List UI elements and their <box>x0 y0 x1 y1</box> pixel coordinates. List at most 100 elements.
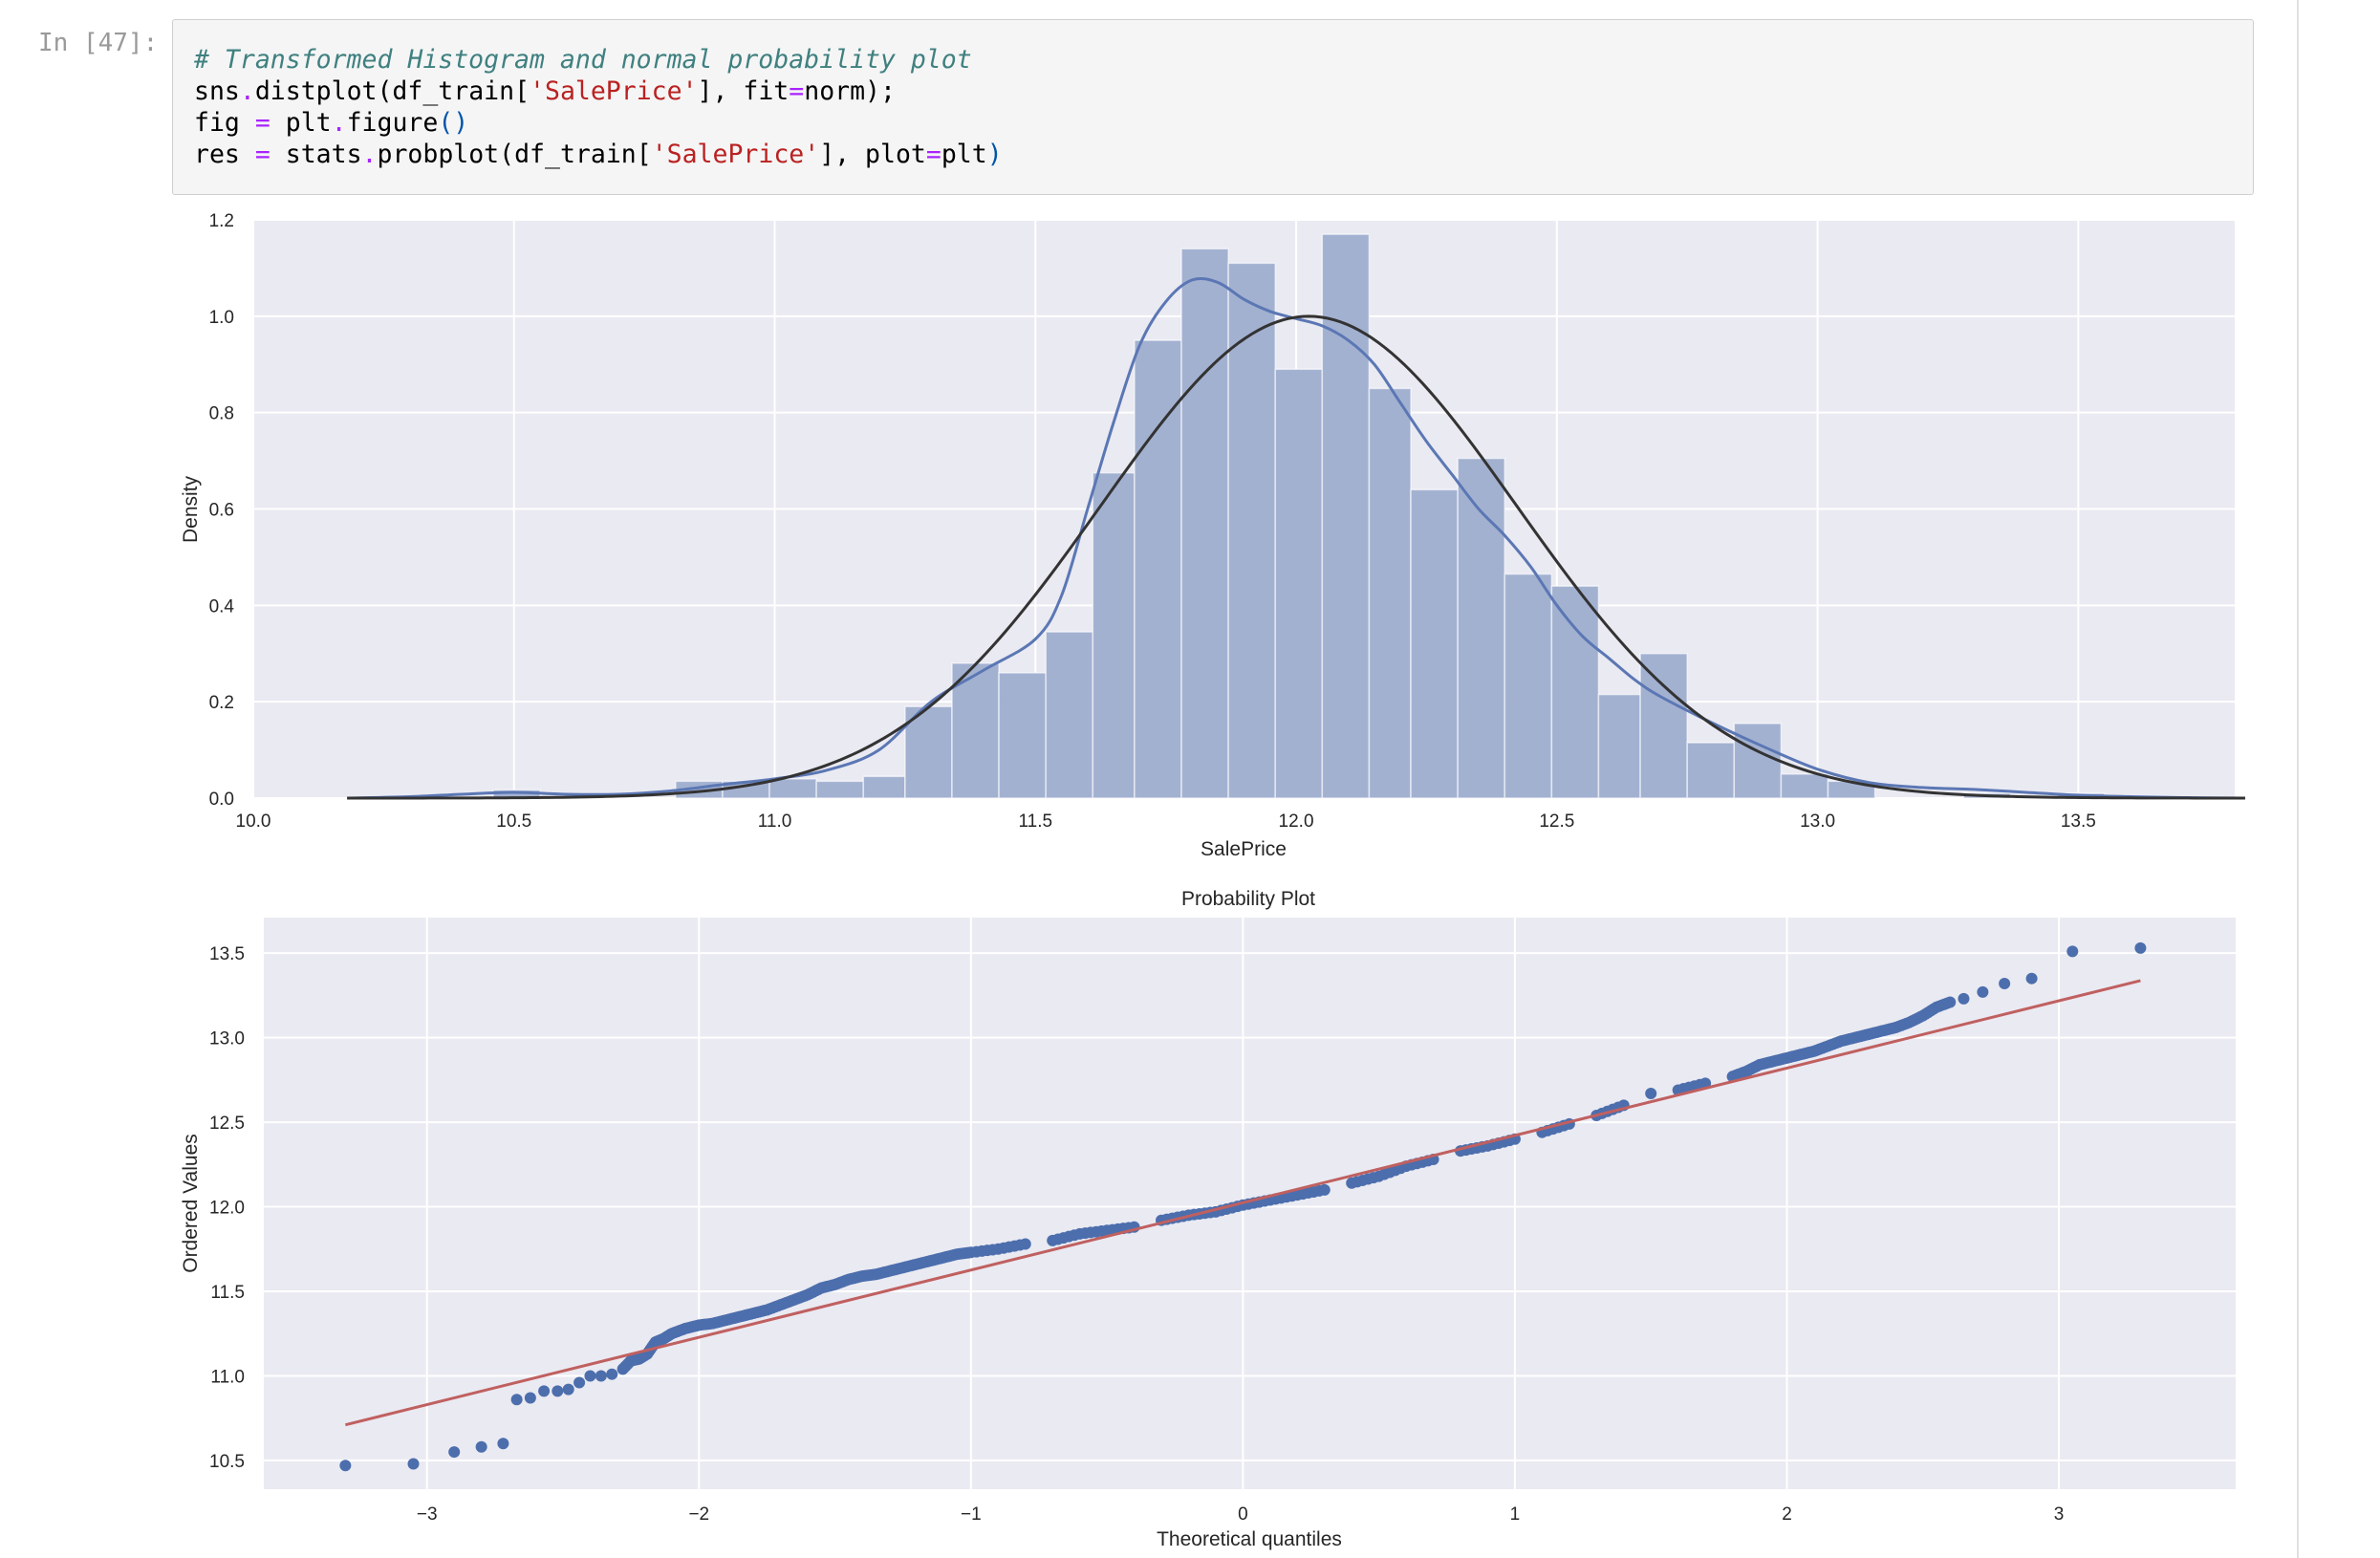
histogram-bar <box>1368 387 1412 799</box>
code-line: sns.distplot(df_train['SalePrice'], fit=… <box>194 76 896 106</box>
histogram-bar <box>951 662 1000 799</box>
probability-point <box>1019 1238 1031 1250</box>
histogram-bar <box>1733 723 1783 799</box>
probability-point <box>606 1368 618 1380</box>
histogram-bar <box>1045 631 1094 799</box>
code-token: = <box>254 140 270 169</box>
probability-y-tick-label: 12.0 <box>209 1199 245 1219</box>
histogram-y-tick-label: 0.4 <box>209 596 235 617</box>
code-token: # Transformed Histogram and normal proba… <box>194 45 972 75</box>
probability-plot-xlabel: Theoretical quantiles <box>1157 1528 1342 1550</box>
code-token: res <box>194 140 255 169</box>
code-line: fig = plt.figure() <box>194 108 468 138</box>
probability-plot-tick-labels: −3 −2 −1 0 1 2 3 10.5 11.0 11.5 12.0 12.5 13.0 13.5 <box>209 944 2064 1525</box>
code-token: . <box>361 140 378 169</box>
probability-y-tick-label: 13.5 <box>209 944 245 964</box>
code-token: 'SalePrice' <box>651 140 820 169</box>
probability-point <box>497 1438 509 1450</box>
probability-x-tick-label: −1 <box>961 1504 982 1525</box>
probability-point <box>1999 978 2011 989</box>
histogram-bars <box>492 233 2106 799</box>
code-token: () <box>438 108 469 138</box>
probability-plot-title: Probability Plot <box>1181 888 1315 910</box>
code-token: 'SalePrice' <box>530 76 698 106</box>
histogram-bar <box>1597 693 1641 799</box>
probability-point <box>2066 945 2079 958</box>
histogram-bar <box>768 778 817 799</box>
probability-plot-chart: Probability Plot −3 −2 −1 0 1 2 3 10.5 11.0 11.5 1… <box>180 888 2236 1550</box>
code-line: # Transformed Histogram and normal proba… <box>194 45 972 75</box>
probability-y-tick-label: 12.5 <box>209 1114 245 1134</box>
probability-point <box>475 1440 487 1453</box>
code-token: = <box>254 108 270 138</box>
code-token: . <box>331 108 347 138</box>
histogram-bar <box>1780 773 1829 799</box>
histogram-y-tick-label: 0.0 <box>209 790 234 810</box>
normal-fit-line <box>347 314 2245 800</box>
probability-x-tick-label: 2 <box>1782 1504 1792 1525</box>
code-token: ], plot <box>819 140 926 169</box>
probability-y-tick-label: 11.0 <box>210 1367 245 1387</box>
probability-point <box>1958 992 1970 1005</box>
code-token: ) <box>986 140 1003 169</box>
histogram-xlabel: SalePrice <box>1201 838 1287 860</box>
code-token: . <box>239 76 255 106</box>
probability-point <box>1944 996 1957 1008</box>
histogram-y-tick-label: 0.8 <box>209 404 234 424</box>
histogram-bar <box>904 705 953 799</box>
probability-x-tick-label: −3 <box>417 1504 438 1525</box>
histogram-x-tick-label: 12.0 <box>1279 811 1314 832</box>
probability-point <box>1645 1088 1657 1099</box>
notebook-scrollbar-divider <box>2297 0 2299 1558</box>
histogram-bar <box>1180 248 1229 799</box>
code-token: probplot(df_train[ <box>377 140 652 169</box>
histogram-y-tick-label: 0.6 <box>209 501 234 521</box>
histogram-bar <box>1134 339 1182 799</box>
code-token: distplot(df_train[ <box>254 76 530 106</box>
histogram-bar <box>1504 573 1553 799</box>
histogram-bar <box>1457 457 1506 799</box>
probability-points <box>339 941 2147 1472</box>
probability-x-tick-label: 3 <box>2054 1504 2065 1525</box>
probability-y-tick-label: 11.5 <box>210 1283 245 1303</box>
histogram-x-tick-label: 13.5 <box>2061 811 2096 832</box>
code-token: norm); <box>804 76 896 106</box>
histogram-bar <box>862 775 906 799</box>
code-token: = <box>789 76 805 106</box>
probability-x-tick-label: −2 <box>688 1504 709 1525</box>
histogram-bar <box>1639 653 1688 799</box>
code-cell[interactable]: # Transformed Histogram and normal proba… <box>172 19 2254 195</box>
probability-point <box>584 1370 596 1382</box>
probability-point <box>1318 1183 1331 1196</box>
histogram-bar <box>1686 742 1736 799</box>
histogram-x-tick-label: 13.0 <box>1800 811 1835 832</box>
probability-point <box>595 1370 607 1382</box>
code-token: sns <box>194 76 240 106</box>
probability-x-tick-label: 1 <box>1510 1504 1521 1525</box>
histogram-bar <box>1092 471 1136 799</box>
histogram-bar <box>1274 368 1324 799</box>
code-token: plt <box>941 140 987 169</box>
probability-y-tick-label: 13.0 <box>209 1029 245 1049</box>
histogram-x-tick-label: 11.0 <box>758 811 792 832</box>
code-token: stats <box>270 140 362 169</box>
histogram-bar <box>998 672 1047 799</box>
probability-point <box>407 1458 420 1470</box>
probability-x-tick-label: 0 <box>1238 1504 1248 1525</box>
histogram-chart: 10.0 10.5 11.0 11.5 12.0 12.5 13.0 13.5 0.0 0.2 0.… <box>180 211 2245 860</box>
probability-reference-line <box>345 979 2141 1427</box>
code-token: figure <box>346 108 439 138</box>
probability-point <box>524 1392 536 1404</box>
probability-point <box>2134 941 2147 954</box>
histogram-x-tick-label: 12.5 <box>1539 811 1574 832</box>
histogram-bar <box>815 780 865 799</box>
probability-plot-ylabel: Ordered Values <box>180 1134 202 1273</box>
cell-prompt: In [47]: <box>38 29 159 57</box>
code-token: plt <box>270 108 332 138</box>
histogram-x-tick-label: 11.5 <box>1019 811 1053 832</box>
histogram-y-tick-label: 1.2 <box>209 211 234 231</box>
histogram-tick-labels: 10.0 10.5 11.0 11.5 12.0 12.5 13.0 13.5 0.0 0.2 0.… <box>209 211 2096 832</box>
histogram-x-tick-label: 10.5 <box>496 811 531 832</box>
probability-point <box>448 1446 461 1459</box>
